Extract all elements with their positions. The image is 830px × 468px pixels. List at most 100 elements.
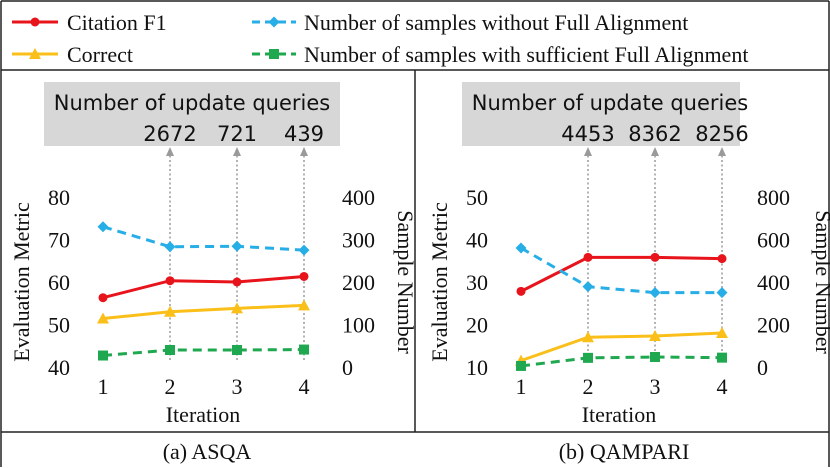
series-marker-circle [299,271,309,281]
legend-marker-square [269,49,279,59]
series-marker-diamond [649,287,661,299]
chart-panel-asqa: Number of update queries 2672 721 439 Eval… [9,82,418,464]
series-marker-triangle [582,331,594,343]
legend-label-with: Number of samples with sufficient Full A… [304,42,748,67]
update-query-count: 2672 [143,122,196,146]
y2-axis-label: Sample Number [811,210,830,354]
y-tick-label: 30 [466,270,488,295]
y2-tick-label: 400 [757,270,790,295]
series-number-of-samples-without-full-alignment [97,221,310,256]
series-citation-f1 [516,252,727,296]
y-tick-label: 20 [466,313,488,338]
series-marker-circle [165,276,175,286]
series-number-of-samples-with-sufficient-full-alignment [98,344,309,361]
series-marker-square [98,350,108,361]
series-line [520,255,723,293]
series-marker-square [583,352,593,363]
series-marker-triangle [716,327,728,338]
y-tick-label: 50 [466,185,488,210]
y2-tick-label: 400 [342,185,375,210]
series-line [520,331,723,363]
update-arrow-head [233,147,241,156]
series-marker-square [717,352,727,363]
series-marker-diamond [164,241,176,253]
y-tick-label: 70 [48,228,70,253]
legend-marker-diamond [268,16,280,28]
legend-item-with-full-alignment: Number of samples with sufficient Full A… [252,42,748,67]
update-queries-title: Number of update queries [472,91,749,115]
series-marker-diamond [515,242,527,254]
legend-marker-triangle [29,48,41,59]
y2-tick-label: 0 [342,355,353,380]
series-marker-triangle [97,312,109,324]
series-marker-circle [98,293,108,303]
x-tick-label: 3 [232,374,243,399]
series-marker-diamond [582,281,594,293]
chart-panel-qampari: Number of update queries 4453 8362 8256 Ev… [427,82,830,464]
y2-tick-label: 300 [342,228,375,253]
update-arrow-head [166,147,174,156]
y-tick-label: 60 [48,270,70,295]
series-marker-triangle [298,299,310,311]
y-tick-label: 40 [466,228,488,253]
series-line [102,348,305,358]
x-tick-label: 1 [98,374,109,399]
y2-tick-label: 600 [757,228,790,253]
series-line [520,355,723,368]
series-line [520,246,722,295]
series-marker-triangle [231,302,243,314]
series-marker-triangle [649,329,661,341]
update-query-count: 721 [217,122,257,146]
x-tick-label: 3 [650,374,661,399]
y-tick-label: 50 [48,313,70,338]
x-axis-label: Iteration [582,402,657,427]
y2-tick-label: 200 [342,270,375,295]
series-citation-f1 [98,271,309,303]
series-correct [97,299,310,324]
x-tick-label: 4 [717,374,728,399]
update-query-count: 439 [284,122,324,146]
legend-marker-circle [30,17,40,27]
series-marker-circle [516,286,526,296]
y2-tick-label: 100 [342,313,375,338]
series-number-of-samples-with-sufficient-full-alignment [516,352,727,371]
y2-tick-label: 0 [757,355,768,380]
series-marker-square [516,360,526,371]
update-query-count: 8256 [695,122,748,146]
legend: Citation F1 Number of samples without Fu… [12,10,748,67]
series-marker-square [232,345,242,355]
y-tick-label: 80 [48,185,70,210]
update-queries-box [462,82,740,146]
legend-label-citation-f1: Citation F1 [67,10,167,35]
series-marker-square [299,344,309,355]
series-line [102,274,305,300]
series-marker-circle [232,277,242,287]
series-marker-diamond [97,221,109,233]
series-line [102,303,305,321]
series-marker-circle [717,254,727,264]
series-marker-square [165,345,175,355]
y2-tick-label: 200 [757,313,790,338]
x-tick-label: 1 [516,374,527,399]
series-marker-circle [583,252,593,262]
update-arrow-head [651,147,659,156]
y-tick-label: 10 [466,355,488,380]
x-axis-label: Iteration [166,402,241,427]
series-line [102,225,305,252]
legend-label-correct: Correct [67,42,133,67]
panel-caption: (b) QAMPARI [559,439,690,464]
legend-item-citation-f1: Citation F1 [12,10,167,35]
legend-item-without-full-alignment: Number of samples without Full Alignment [252,10,688,35]
series-marker-diamond [231,240,243,252]
update-queries-box [44,82,340,146]
update-arrow-head [584,147,592,156]
update-arrow-head [300,147,308,156]
y2-tick-label: 800 [757,185,790,210]
y-axis-label: Evaluation Metric [9,202,34,362]
update-query-count: 8362 [628,122,681,146]
x-tick-label: 4 [299,374,310,399]
series-marker-circle [650,252,660,262]
y-axis-label: Evaluation Metric [427,202,452,362]
series-marker-triangle [164,305,176,317]
